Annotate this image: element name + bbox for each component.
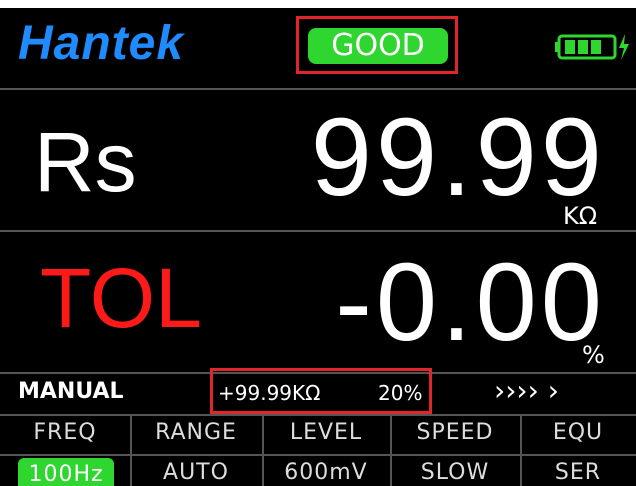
- arrows: ›››› ›: [494, 374, 559, 407]
- reading-value: 99.99: [310, 96, 606, 219]
- divider: [0, 414, 636, 416]
- setting-value: SLOW: [420, 460, 490, 485]
- reference: +99.99KΩ: [218, 381, 321, 405]
- reading-unit: %: [582, 341, 605, 369]
- setting-header: SPEED: [416, 420, 494, 445]
- grid-separator: [390, 414, 392, 486]
- screen: Hantek GOOD Rs 99.99 KΩ TOL -0.00 % MANU…: [0, 8, 636, 486]
- reading-value: -0.00: [335, 241, 606, 364]
- grid-separator: [520, 414, 522, 486]
- divider: [0, 372, 636, 374]
- status-badge: GOOD: [308, 28, 448, 64]
- divider: [0, 88, 636, 90]
- grid-separator: [262, 414, 264, 486]
- setting-value: 600mV: [284, 460, 368, 485]
- divider: [0, 230, 636, 232]
- reading-label: TOL: [40, 251, 202, 345]
- setting-header: LEVEL: [289, 420, 363, 445]
- setting-value: 100Hz: [18, 458, 114, 486]
- logo: Hantek: [18, 17, 185, 70]
- setting-header: RANGE: [155, 420, 237, 445]
- battery-icon: [555, 34, 629, 60]
- setting-header: EQU: [552, 420, 604, 445]
- limit-highlight: [210, 368, 432, 414]
- setting-value: AUTO: [163, 460, 229, 485]
- status-highlight: [296, 16, 458, 74]
- tolerance: 20%: [378, 381, 423, 405]
- reading-unit: KΩ: [563, 202, 598, 230]
- grid-separator: [130, 414, 132, 486]
- setting-value: SER: [554, 460, 602, 485]
- setting-header: FREQ: [33, 420, 97, 445]
- divider: [0, 454, 636, 456]
- mode: MANUAL: [18, 379, 124, 404]
- reading-label: Rs: [34, 115, 137, 209]
